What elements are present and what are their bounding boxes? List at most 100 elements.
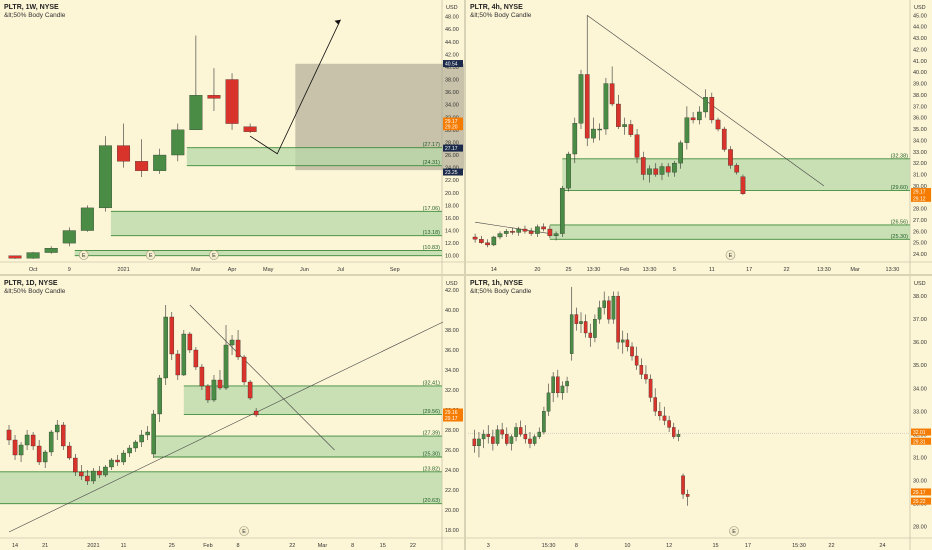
candle-body xyxy=(578,74,584,124)
y-tick-label: 38.00 xyxy=(445,328,459,334)
y-tick-label: 33.00 xyxy=(913,150,927,156)
x-tick-label: 11 xyxy=(709,267,715,273)
candle-body xyxy=(653,168,659,175)
candle-body xyxy=(514,427,518,437)
chart-canvas-weekly[interactable]: (27.17) (24.31) (17.06) (13.18) (10.83) E E E US… xyxy=(0,0,464,274)
x-tick-label: 14 xyxy=(491,267,497,273)
x-tick-label: Feb xyxy=(620,267,629,273)
candle-body xyxy=(8,255,22,259)
zone-bottom-label: (25.30) xyxy=(423,452,441,458)
indicator-label[interactable]: &lt;50% Body Candle xyxy=(4,12,66,19)
x-tick-label: 25 xyxy=(169,543,175,549)
earnings-marker-label: E xyxy=(242,529,246,535)
earnings-marker xyxy=(239,526,249,536)
y-tick-label: 18.00 xyxy=(445,203,459,209)
candle-body xyxy=(193,349,199,368)
candle-body xyxy=(163,316,168,379)
candle-body xyxy=(189,95,203,131)
price-tag-label: 40.54 xyxy=(445,62,458,68)
zone-top-label: (32.38) xyxy=(891,153,909,159)
candle-body xyxy=(566,153,571,189)
candle-body xyxy=(639,365,644,375)
candle-body xyxy=(145,431,150,436)
x-tick-label: Mar xyxy=(850,267,860,273)
x-tick-label: 9 xyxy=(68,267,71,273)
candle-body xyxy=(253,410,259,416)
chart-panel-4h[interactable]: (32.38) (29.60) (26.56) (25.30) E USD 24.00 25.… xyxy=(466,0,932,274)
y-tick-label: 28.00 xyxy=(913,207,927,213)
chart-panel-1h[interactable]: EUSD28.0029.0030.0031.0032.0033.0034.003… xyxy=(466,276,932,550)
candle-body xyxy=(133,441,138,449)
earnings-marker-label: E xyxy=(732,529,736,535)
candle-body xyxy=(681,475,685,495)
indicator-label[interactable]: &lt;50% Body Candle xyxy=(4,288,66,295)
demand-zone xyxy=(74,250,442,256)
candle-body xyxy=(703,97,708,113)
candle-body xyxy=(565,381,569,387)
x-tick-label: 2021 xyxy=(87,543,99,549)
trendline xyxy=(189,304,335,451)
chart-canvas-daily[interactable]: (32.41) (29.56) (27.39) (25.30) (23.82) (20.6… xyxy=(0,276,464,550)
y-tick-label: 32.00 xyxy=(913,161,927,167)
indicator-label[interactable]: &lt;50% Body Candle xyxy=(470,12,532,19)
candle-body xyxy=(684,117,690,143)
earnings-marker-label: E xyxy=(729,253,733,259)
chart-canvas-1h[interactable]: EUSD28.0029.0030.0031.0032.0033.0034.003… xyxy=(466,276,932,550)
candle-body xyxy=(495,429,500,444)
candle-body xyxy=(181,333,187,376)
y-tick-label: 12.00 xyxy=(445,241,459,247)
chart-panel-daily[interactable]: (32.41) (29.56) (27.39) (25.30) (23.82) (20.6… xyxy=(0,276,464,550)
candle-body xyxy=(509,436,514,444)
candle-body xyxy=(477,438,481,447)
y-tick-label: 14.00 xyxy=(445,229,459,235)
x-tick-label: 22 xyxy=(410,543,416,549)
x-tick-label: Mar xyxy=(191,267,201,273)
x-tick-label: Jun xyxy=(300,267,309,273)
y-tick-label: 24.00 xyxy=(445,468,459,474)
indicator-label[interactable]: &lt;50% Body Candle xyxy=(470,288,532,295)
candle-body xyxy=(609,83,615,105)
y-tick-label: 22.00 xyxy=(445,488,459,494)
y-tick-label: 36.00 xyxy=(913,340,927,346)
y-tick-label: 30.00 xyxy=(913,184,927,190)
candle-body xyxy=(175,353,181,376)
trendline xyxy=(8,321,444,533)
candle-body xyxy=(247,381,253,399)
candle-body xyxy=(671,427,676,437)
candle-body xyxy=(98,145,112,209)
x-tick-label: 12 xyxy=(666,543,672,549)
candle-body xyxy=(157,377,162,415)
x-tick-label: 22 xyxy=(783,267,789,273)
y-tick-label: 32.00 xyxy=(445,388,459,394)
candle-body xyxy=(523,434,528,440)
earnings-marker-label: E xyxy=(82,253,86,259)
chart-panel-weekly[interactable]: (27.17) (24.31) (17.06) (13.18) (10.83) E E E US… xyxy=(0,0,464,274)
zone-top-label: (23.82) xyxy=(423,466,441,472)
earnings-marker xyxy=(145,250,156,260)
candle-body xyxy=(620,339,625,343)
earnings-marker-label: E xyxy=(212,253,216,259)
x-tick-label: May xyxy=(263,267,274,273)
candle-body xyxy=(229,339,235,346)
candle-body xyxy=(634,355,639,366)
candle-body xyxy=(121,452,126,463)
y-tick-label: 35.00 xyxy=(913,363,927,369)
currency-label: USD xyxy=(446,281,458,287)
candle-body xyxy=(616,295,620,343)
y-tick-label: 28.00 xyxy=(445,140,459,146)
candle-body xyxy=(715,119,721,130)
candle-body xyxy=(80,207,94,231)
price-tag xyxy=(443,60,463,68)
candle-body xyxy=(597,128,603,131)
candle-body xyxy=(537,431,542,437)
chart-canvas-4h[interactable]: (32.38) (29.60) (26.56) (25.30) E USD 24.00 25.… xyxy=(466,0,932,274)
x-tick-label: 15 xyxy=(712,543,718,549)
candle-body xyxy=(559,187,565,234)
x-tick-label: Jul xyxy=(337,267,344,273)
price-tag-label: 23.25 xyxy=(445,170,458,176)
y-tick-label: 31.00 xyxy=(913,455,927,461)
candle-body xyxy=(48,431,54,453)
candle-body xyxy=(18,444,24,456)
x-tick-label: 15:30 xyxy=(542,543,556,549)
